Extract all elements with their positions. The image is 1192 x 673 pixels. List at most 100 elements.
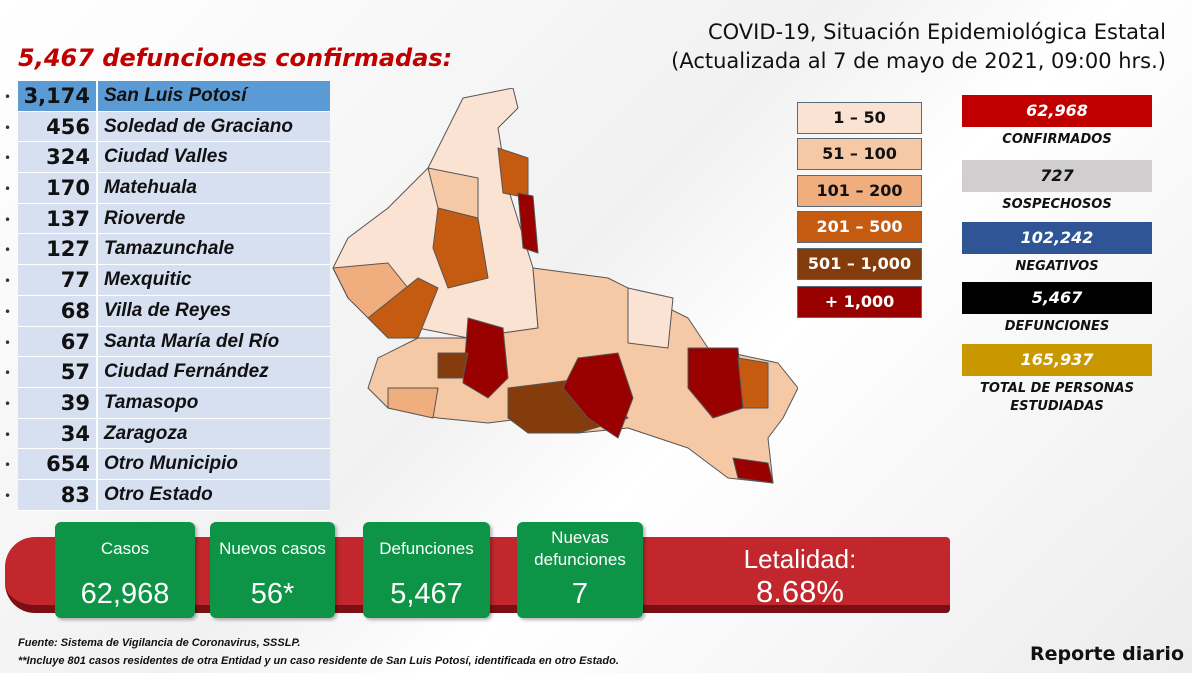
municipality-name: Ciudad Fernández bbox=[98, 357, 330, 387]
bullet-icon: • bbox=[4, 304, 12, 319]
map-region bbox=[687, 347, 744, 419]
municipality-name: San Luis Potosí bbox=[98, 81, 330, 111]
bullet-icon: • bbox=[4, 488, 12, 503]
stat-label: TOTAL DE PERSONAS ESTUDIADAS bbox=[980, 381, 1134, 414]
note-footnote: **Incluye 801 casos residentes de otra E… bbox=[18, 655, 619, 667]
legend-item: + 1,000 bbox=[797, 286, 922, 318]
table-row: • 137 Rioverde bbox=[4, 203, 330, 235]
bullet-icon: • bbox=[4, 458, 12, 473]
municipality-name: Mexquitic bbox=[98, 265, 330, 295]
death-count: 34 bbox=[18, 418, 98, 449]
map-region bbox=[737, 357, 769, 409]
municipality-name: Matehuala bbox=[98, 173, 330, 203]
summary-value: 7 bbox=[571, 578, 589, 610]
map-region bbox=[437, 352, 469, 379]
bullet-icon: • bbox=[4, 243, 12, 258]
summary-value: 62,968 bbox=[80, 578, 170, 610]
table-row: • 68 Villa de Reyes bbox=[4, 295, 330, 327]
municipality-name: Tamasopo bbox=[98, 387, 330, 418]
legend-item: 201 – 500 bbox=[797, 211, 922, 243]
municipality-name: Rioverde bbox=[98, 203, 330, 234]
title-line-2: (Actualizada al 7 de mayo de 2021, 09:00… bbox=[671, 49, 1166, 73]
municipality-name: Zaragoza bbox=[98, 418, 330, 449]
bullet-icon: • bbox=[4, 90, 12, 104]
municipality-name: Ciudad Valles bbox=[98, 142, 330, 173]
bullet-icon: • bbox=[4, 396, 12, 411]
summary-label: Nuevos casos bbox=[219, 539, 326, 558]
stat-label: SOSPECHOSOS bbox=[1002, 197, 1112, 212]
summary-value: 5,467 bbox=[390, 578, 463, 610]
table-row: • 456 Soledad de Graciano bbox=[4, 111, 330, 143]
table-row: • 170 Matehuala bbox=[4, 173, 330, 204]
summary-label: Casos bbox=[100, 539, 150, 558]
map-region bbox=[732, 457, 774, 484]
bullet-icon: • bbox=[4, 366, 12, 381]
stat-value: 5,467 bbox=[962, 282, 1152, 314]
bullet-icon: • bbox=[4, 151, 12, 166]
table-row: • 34 Zaragoza bbox=[4, 418, 330, 450]
death-count: 456 bbox=[18, 111, 98, 142]
legend-item: 101 – 200 bbox=[797, 175, 922, 207]
municipality-name: Santa María del Río bbox=[98, 326, 330, 357]
table-row: • 57 Ciudad Fernández bbox=[4, 357, 330, 388]
stat-label: DEFUNCIONES bbox=[1004, 319, 1110, 334]
summary-card: Nuevos casos 56* bbox=[210, 522, 335, 618]
legend-item: 1 – 50 bbox=[797, 102, 922, 134]
bullet-icon: • bbox=[4, 120, 12, 135]
title-line-1: COVID-19, Situación Epidemiológica Estat… bbox=[707, 20, 1166, 44]
table-row: • 83 Otro Estado bbox=[4, 479, 330, 511]
bullet-icon: • bbox=[4, 427, 12, 442]
bullet-icon: • bbox=[4, 182, 12, 197]
death-count: 137 bbox=[18, 203, 98, 234]
municipality-name: Villa de Reyes bbox=[98, 295, 330, 326]
municipality-name: Tamazunchale bbox=[98, 234, 330, 265]
stat-value: 165,937 bbox=[962, 344, 1152, 376]
table-row: • 39 Tamasopo bbox=[4, 387, 330, 419]
map-region bbox=[387, 387, 439, 419]
death-count: 127 bbox=[18, 234, 98, 265]
map-region bbox=[562, 352, 634, 439]
page-title: COVID-19, Situación Epidemiológica Estat… bbox=[671, 18, 1166, 76]
death-count: 324 bbox=[18, 142, 98, 173]
table-row: • 127 Tamazunchale bbox=[4, 234, 330, 266]
death-count: 3,174 bbox=[18, 81, 98, 111]
bullet-icon: • bbox=[4, 274, 12, 289]
map-region bbox=[627, 287, 674, 349]
map-region bbox=[427, 167, 479, 219]
stat-value: 727 bbox=[962, 160, 1152, 192]
death-count: 67 bbox=[18, 326, 98, 357]
legend-item: 51 – 100 bbox=[797, 138, 922, 170]
deaths-heading: 5,467 defunciones confirmadas: bbox=[18, 44, 453, 72]
summary-label: Nuevas defunciones bbox=[534, 528, 626, 569]
municipality-name: Soledad de Graciano bbox=[98, 111, 330, 142]
table-row: • 67 Santa María del Río bbox=[4, 326, 330, 358]
bullet-icon: • bbox=[4, 212, 12, 227]
death-count: 57 bbox=[18, 357, 98, 387]
death-count: 170 bbox=[18, 173, 98, 203]
death-count: 654 bbox=[18, 449, 98, 479]
stat-value: 102,242 bbox=[962, 222, 1152, 254]
municipality-name: Otro Estado bbox=[98, 479, 330, 510]
stat-label: NEGATIVOS bbox=[1015, 259, 1099, 274]
death-count: 39 bbox=[18, 387, 98, 418]
municipality-name: Otro Municipio bbox=[98, 449, 330, 479]
summary-value: 56* bbox=[250, 578, 295, 610]
summary-label: Defunciones bbox=[379, 539, 474, 558]
death-count: 77 bbox=[18, 265, 98, 295]
summary-card: Nuevas defunciones 7 bbox=[517, 522, 643, 618]
table-row: • 324 Ciudad Valles bbox=[4, 142, 330, 174]
summary-card: Defunciones 5,467 bbox=[363, 522, 490, 618]
stat-value: 62,968 bbox=[962, 95, 1152, 127]
municipality-deaths-table: • 3,174 San Luis Potosí • 456 Soledad de Grac… bbox=[4, 81, 330, 511]
source-footnote: Fuente: Sistema de Vigilancia de Coronav… bbox=[18, 637, 301, 649]
map-region bbox=[517, 192, 539, 254]
report-label: Reporte diario bbox=[1030, 643, 1184, 665]
state-map bbox=[332, 88, 798, 484]
summary-card: Casos 62,968 bbox=[55, 522, 195, 618]
table-row: • 654 Otro Municipio bbox=[4, 449, 330, 480]
lethality-value: 8.68% bbox=[756, 574, 844, 609]
map-region bbox=[497, 147, 529, 199]
death-count: 68 bbox=[18, 295, 98, 326]
stat-label: CONFIRMADOS bbox=[1002, 132, 1112, 147]
map-region bbox=[367, 277, 439, 339]
